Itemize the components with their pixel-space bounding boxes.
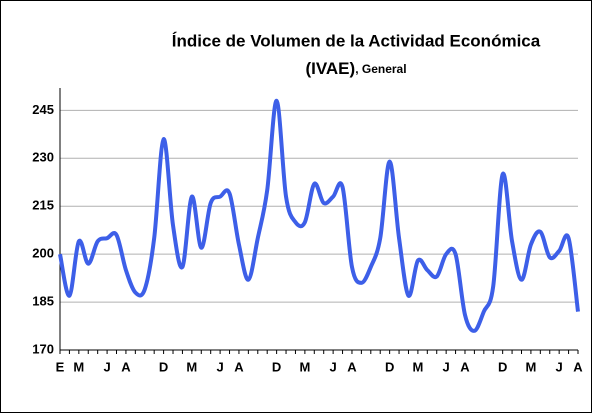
subtitle-note: , General [355,62,406,76]
x-tick-label: A [234,359,244,374]
x-tick-label: E [56,359,65,374]
subtitle-main: (IVAE) [305,59,355,78]
x-tick-label: J [103,359,110,374]
x-tick-label: M [299,359,310,374]
x-tick-label: J [330,359,337,374]
x-tick-label: A [573,359,583,374]
chart-subtitle: (IVAE), General [305,59,406,78]
y-tick-label: 230 [32,150,54,165]
x-tick-label: A [347,359,357,374]
y-tick-label: 170 [32,341,54,356]
x-tick-label: J [443,359,450,374]
data-line [58,98,580,333]
y-tick-label: 215 [32,198,54,213]
x-tick-label: A [121,359,131,374]
x-tick-label: D [272,359,281,374]
y-tick-label: 185 [32,294,54,309]
x-tick-label: D [159,359,168,374]
x-tick-label: D [498,359,507,374]
x-tick-label: M [412,359,423,374]
y-tick-label: 200 [32,246,54,261]
x-tick-label: M [73,359,84,374]
x-tick-label: J [216,359,223,374]
y-tick-label: 245 [32,102,54,117]
x-tick-label: D [385,359,394,374]
x-tick-label: M [186,359,197,374]
x-tick-label: M [525,359,536,374]
x-tick-label: A [460,359,470,374]
chart-title: Índice de Volumen de la Actividad Económ… [172,31,541,50]
x-tick-label: J [556,359,563,374]
